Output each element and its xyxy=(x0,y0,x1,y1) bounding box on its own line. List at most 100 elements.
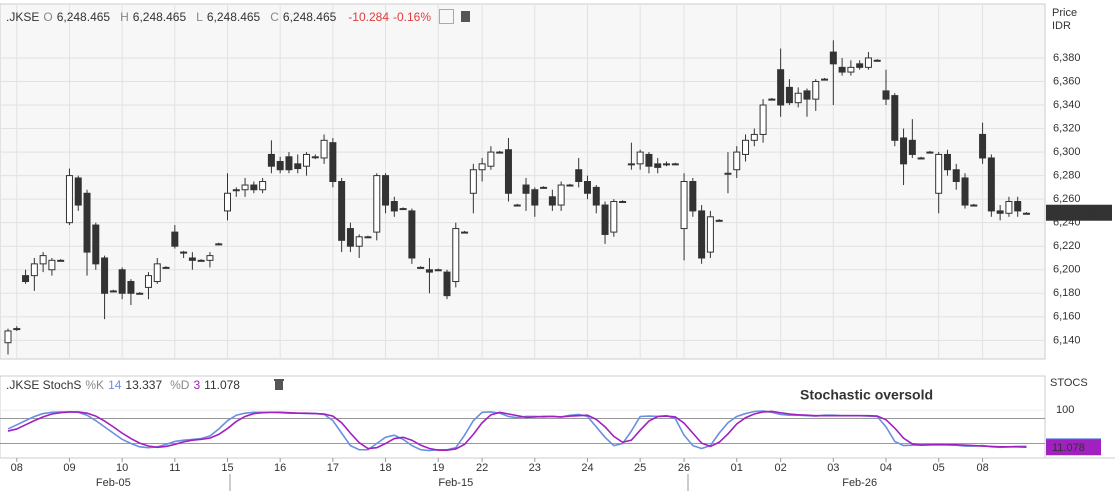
candle-body xyxy=(1014,201,1022,212)
trash-icon[interactable] xyxy=(274,379,284,390)
candle-body xyxy=(908,139,916,155)
plot: 6,1406,1606,1806,2006,2206,2406,2606,280… xyxy=(0,5,1112,489)
candle-body xyxy=(619,201,627,204)
y-tick-label: 6,280 xyxy=(1053,170,1081,182)
candle-body xyxy=(706,216,714,253)
candle-body xyxy=(759,104,767,135)
candle-body xyxy=(926,151,934,154)
candle-body xyxy=(355,236,363,247)
candle-body xyxy=(601,204,609,235)
candle-body xyxy=(724,172,732,175)
candle-body xyxy=(821,78,829,81)
y-tick-label: 100 xyxy=(1056,404,1074,416)
candle-body xyxy=(232,189,240,192)
x-tick-label: 17 xyxy=(327,462,339,474)
field-label: C xyxy=(270,9,279,24)
candle-body xyxy=(636,151,644,165)
candle-body xyxy=(487,151,495,167)
k-period: 14 xyxy=(108,378,122,392)
x-tick-label: 04 xyxy=(880,462,892,474)
candle-body xyxy=(513,204,521,207)
y-tick-label: 6,340 xyxy=(1053,99,1081,111)
field-label: H xyxy=(120,9,129,24)
x-tick-label: 18 xyxy=(379,462,391,474)
candle-body xyxy=(13,328,21,331)
candle-body xyxy=(522,184,530,194)
x-tick-label: 08 xyxy=(976,462,988,474)
d-label: %D xyxy=(170,378,190,392)
x-tick-label: 25 xyxy=(634,462,646,474)
period-label: Feb-05 xyxy=(96,477,131,489)
candle-body xyxy=(434,269,442,272)
candle-body xyxy=(812,80,820,100)
candle-body xyxy=(961,177,969,206)
candle-body xyxy=(39,255,47,265)
field-value: 6,248.465 xyxy=(132,9,187,24)
y-tick-label: 6,320 xyxy=(1053,122,1081,134)
trash-icon[interactable] xyxy=(461,11,471,22)
candle-body xyxy=(873,59,881,62)
candle-body xyxy=(452,228,460,283)
candle-body xyxy=(671,163,679,166)
candle-body xyxy=(952,169,960,183)
candle-body xyxy=(127,281,135,294)
last-price-label: 6,248.465 xyxy=(1050,208,1099,220)
candle-body xyxy=(864,57,872,68)
candle-body xyxy=(74,177,82,206)
candle-body xyxy=(57,259,65,262)
candle-body xyxy=(329,142,337,182)
candle-body xyxy=(311,156,319,159)
k-label: %K xyxy=(85,378,105,392)
candle-body xyxy=(443,271,451,297)
candle-body xyxy=(742,139,750,155)
candle-body xyxy=(241,184,249,191)
candle-body xyxy=(987,157,995,212)
indicator-line xyxy=(7,410,1027,451)
field-value: 6,248.465 xyxy=(282,9,337,24)
field-label: O xyxy=(43,9,53,24)
candle-body xyxy=(162,266,170,269)
candle-body xyxy=(979,133,987,159)
candle-body xyxy=(101,257,109,294)
candle-body xyxy=(856,63,864,68)
d-period: 3 xyxy=(193,378,201,392)
candle-body xyxy=(943,153,951,171)
candle-body xyxy=(715,219,723,222)
candle-body xyxy=(496,151,504,154)
x-tick-label: 10 xyxy=(116,462,128,474)
x-tick-label: 08 xyxy=(11,462,23,474)
y-tick-label: 6,360 xyxy=(1053,75,1081,87)
candle-body xyxy=(188,257,196,261)
x-tick-label: 16 xyxy=(274,462,286,474)
candle-body xyxy=(303,153,311,167)
y-tick-label: 6,260 xyxy=(1053,193,1081,205)
candle-body xyxy=(469,169,477,194)
candle-body xyxy=(838,66,846,73)
candle-body xyxy=(382,175,390,206)
x-tick-label: 23 xyxy=(529,462,541,474)
candle-body xyxy=(224,192,231,212)
candle-body xyxy=(364,236,372,239)
candle-body xyxy=(425,269,433,273)
candle-body xyxy=(346,228,354,247)
candle-body xyxy=(4,330,12,344)
indicator-axis-title: STOCS xyxy=(1050,377,1088,389)
y-tick-label: 6,140 xyxy=(1053,334,1081,346)
candle-body xyxy=(900,137,908,165)
candle-body xyxy=(250,184,258,191)
dropdown[interactable] xyxy=(439,9,455,24)
candle-body xyxy=(180,251,188,254)
candle-body xyxy=(285,156,293,171)
x-tick-label: 26 xyxy=(678,462,690,474)
x-tick-label: 15 xyxy=(221,462,233,474)
quote-header: .JKSE O 6,248.465 H 6,248.465 L 6,248.465 C… xyxy=(6,9,471,24)
value-tag xyxy=(1046,439,1101,456)
candle-body xyxy=(259,181,267,191)
candle-body xyxy=(197,259,205,262)
y-tick-label: 6,200 xyxy=(1053,264,1081,276)
x-tick-label: 01 xyxy=(731,462,743,474)
candle-body xyxy=(935,153,943,194)
candle-body xyxy=(557,184,565,206)
candle-body xyxy=(215,243,223,246)
